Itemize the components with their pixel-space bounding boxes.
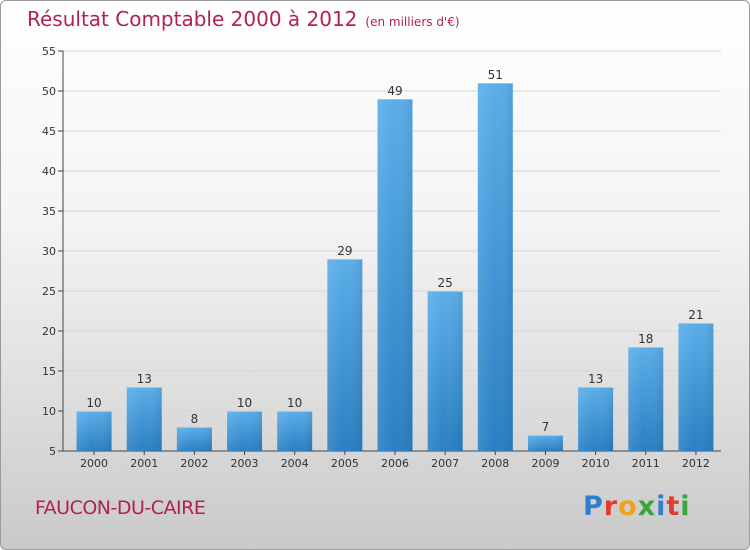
- data-label: 49: [387, 84, 402, 98]
- logo-letter: i: [680, 491, 691, 522]
- y-tick-label: 55: [42, 45, 56, 58]
- x-tick-label: 2010: [582, 457, 610, 470]
- y-tick-label: 25: [42, 285, 56, 298]
- logo-letter: x: [637, 491, 657, 522]
- x-tick-label: 2005: [331, 457, 359, 470]
- logo-letter: o: [618, 491, 638, 522]
- bar-shine: [327, 259, 363, 451]
- x-tick-label: 2002: [180, 457, 208, 470]
- x-tick-label: 2009: [531, 457, 559, 470]
- x-tick-label: 2008: [481, 457, 509, 470]
- bar-shine: [377, 99, 413, 451]
- commune-name: FAUCON-DU-CAIRE: [35, 497, 206, 519]
- bars: [76, 83, 714, 451]
- y-tick-label: 15: [42, 365, 56, 378]
- logo-letter: r: [603, 491, 619, 522]
- logo-letter: t: [666, 491, 681, 522]
- logo-letter: P: [583, 491, 604, 522]
- data-label: 21: [688, 308, 703, 322]
- y-tick-label: 45: [42, 125, 56, 138]
- data-label: 51: [488, 68, 503, 82]
- data-label: 25: [438, 276, 453, 290]
- chart-subtitle: (en milliers d'€): [365, 15, 460, 29]
- bar-shine: [527, 435, 563, 451]
- bar-shine: [126, 387, 162, 451]
- data-label: 8: [191, 412, 199, 426]
- bar-chart: 5 10 15 20 25 30 35 40 45 50 55 10 2000 13 2001 8 2002 10…: [42, 45, 721, 470]
- chart-title: Résultat Comptable 2000 à 2012 (en millie…: [27, 7, 460, 31]
- x-tick-label: 2000: [80, 457, 108, 470]
- y-tick-label: 35: [42, 205, 56, 218]
- data-label: 13: [588, 372, 603, 386]
- data-label: 13: [137, 372, 152, 386]
- labels: 5 10 15 20 25 30 35 40 45 50 55 10 2000 13 2001 8 2002 10…: [42, 45, 710, 470]
- bar-shine: [277, 411, 313, 451]
- proxiti-logo: Proxiti: [583, 491, 691, 522]
- bar-shine: [76, 411, 112, 451]
- x-tick-label: 2012: [682, 457, 710, 470]
- y-tick-label: 20: [42, 325, 56, 338]
- x-tick-label: 2011: [632, 457, 660, 470]
- x-tick-label: 2006: [381, 457, 409, 470]
- y-tick-label: 10: [42, 405, 56, 418]
- data-label: 29: [337, 244, 352, 258]
- bar-shine: [227, 411, 263, 451]
- x-tick-label: 2003: [231, 457, 259, 470]
- bar-shine: [678, 323, 714, 451]
- chart-title-text: Résultat Comptable 2000 à 2012: [27, 7, 358, 31]
- logo-letter: i: [656, 491, 667, 522]
- data-label: 18: [638, 332, 653, 346]
- data-label: 10: [86, 396, 101, 410]
- x-tick-label: 2004: [281, 457, 309, 470]
- bar-shine: [427, 291, 463, 451]
- y-tick-label: 30: [42, 245, 56, 258]
- bar-shine: [578, 387, 614, 451]
- x-tick-label: 2001: [130, 457, 158, 470]
- x-tick-label: 2007: [431, 457, 459, 470]
- data-label: 10: [237, 396, 252, 410]
- bar-shine: [176, 427, 212, 451]
- data-label: 7: [542, 420, 550, 434]
- y-tick-label: 40: [42, 165, 56, 178]
- bar-shine: [477, 83, 513, 451]
- y-tick-label: 50: [42, 85, 56, 98]
- bar-shine: [628, 347, 664, 451]
- y-tick-label: 5: [49, 445, 56, 458]
- data-label: 10: [287, 396, 302, 410]
